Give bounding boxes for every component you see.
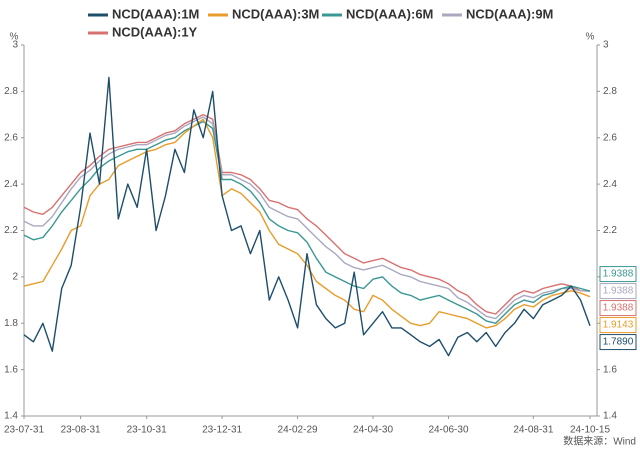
series-line	[23, 118, 591, 329]
x-tick-label: 24-06-30	[428, 425, 468, 436]
x-tick-label: 24-04-30	[353, 425, 393, 436]
legend-label: NCD(AAA):6M	[346, 6, 433, 21]
y-unit: %	[10, 32, 19, 43]
y-tick-label: 2	[12, 272, 18, 283]
end-label: 1.9388	[603, 286, 634, 297]
source-note: 数据来源：Wind	[563, 435, 636, 448]
legend-label: NCD(AAA):1M	[112, 6, 199, 21]
end-label: 1.9143	[603, 320, 634, 331]
x-tick-label: 23-10-31	[127, 425, 167, 436]
end-label-box	[599, 300, 637, 317]
y2-tick-label: 3	[603, 40, 609, 51]
x-tick-label: 24-08-31	[513, 425, 553, 436]
series-line	[23, 120, 591, 324]
end-label-box	[599, 334, 637, 351]
end-label-box	[599, 266, 637, 283]
end-label: 1.7890	[603, 337, 634, 348]
series-line	[23, 76, 591, 357]
y2-tick-label: 2.2	[603, 225, 617, 236]
end-label: 1.9388	[603, 269, 634, 280]
legend-label: NCD(AAA):1Y	[112, 24, 198, 39]
series-line	[23, 116, 591, 320]
y-tick-label: 2.6	[4, 132, 18, 143]
y-tick-label: 1.8	[4, 318, 18, 329]
x-tick-label: 24-10-15	[570, 425, 610, 436]
y2-tick-label: 2.8	[603, 86, 617, 97]
y2-tick-label: 1.6	[603, 364, 617, 375]
y-tick-label: 1.4	[4, 411, 18, 422]
x-tick-label: 23-12-31	[202, 425, 242, 436]
y-tick-label: 1.6	[4, 364, 18, 375]
x-tick-label: 24-02-29	[278, 425, 318, 436]
end-label-box	[599, 317, 637, 334]
y-tick-label: 2.2	[4, 225, 18, 236]
series-line	[23, 113, 591, 315]
end-label: 1.9388	[603, 303, 634, 314]
y-tick-label: 2.8	[4, 86, 18, 97]
legend-label: NCD(AAA):3M	[232, 6, 319, 21]
x-tick-label: 23-08-31	[61, 425, 101, 436]
end-label-box	[599, 283, 637, 300]
legend-label: NCD(AAA):9M	[466, 6, 553, 21]
y2-unit: %	[586, 32, 595, 43]
y-tick-label: 3	[12, 40, 18, 51]
y2-tick-label: 2.6	[603, 132, 617, 143]
y2-tick-label: 2.4	[603, 179, 617, 190]
y2-tick-label: 1.4	[603, 411, 617, 422]
y-tick-label: 2.4	[4, 179, 18, 190]
x-tick-label: 23-07-31	[4, 425, 44, 436]
